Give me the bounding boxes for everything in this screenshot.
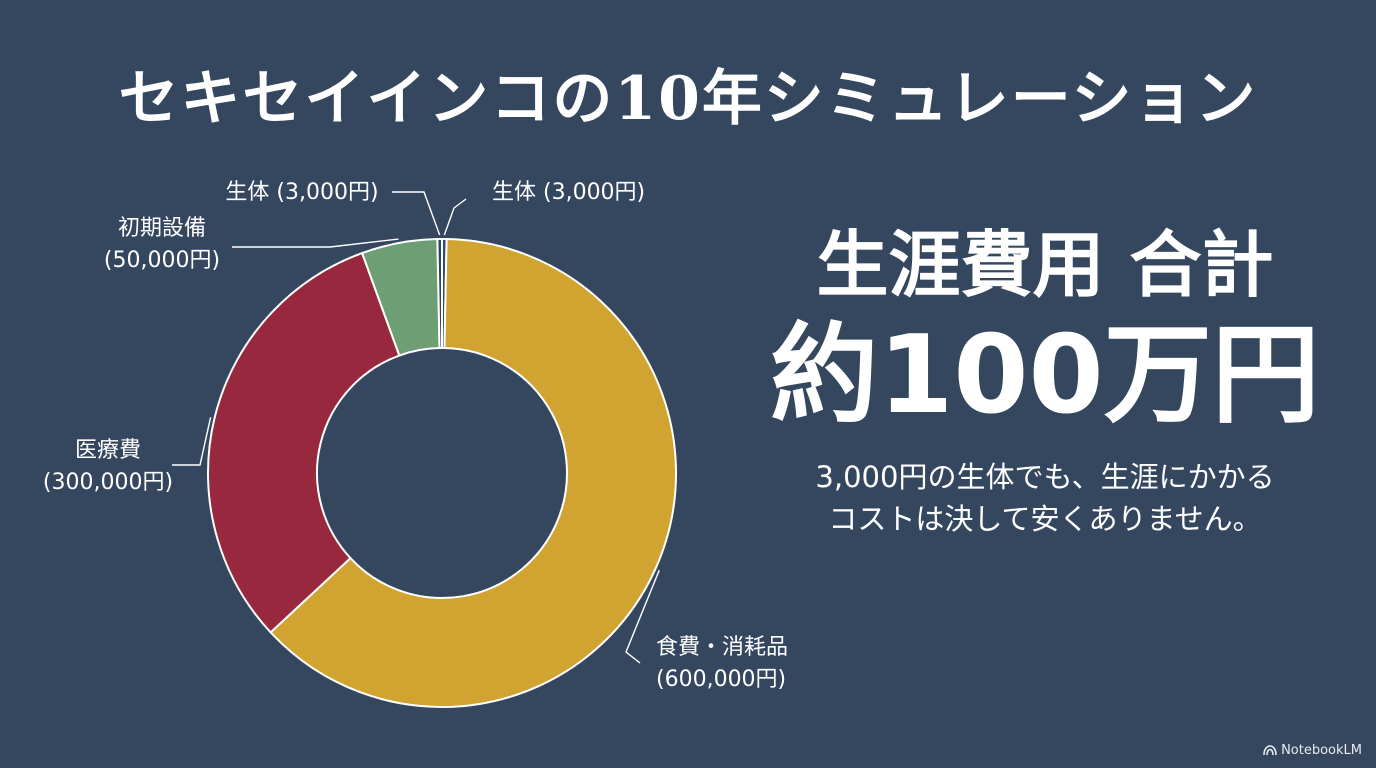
- cost-summary: 生涯費用 合計 約100万円 3,000円の生体でも、生涯にかかる コストは決し…: [760, 222, 1330, 540]
- donut-slice-2: [269, 238, 677, 708]
- slice-label-5: 生体 (3,000円): [225, 180, 378, 205]
- summary-total-amount: 約100万円: [770, 313, 1320, 439]
- donut-slice-3: [207, 251, 401, 634]
- slice-labels: 生体 (3,000円) 食費・消耗品(600,000円) 医療費(300,000円)…: [43, 180, 788, 692]
- summary-note-line-2: コストは決して安くありません。: [828, 501, 1262, 536]
- leader-line-5: [392, 191, 441, 236]
- leader-line-4: [232, 238, 399, 248]
- label-leader-lines: [172, 191, 660, 664]
- leader-line-3: [172, 417, 212, 466]
- donut-slice-5: [436, 237, 443, 350]
- summary-heading: 生涯費用 合計: [816, 223, 1274, 307]
- brand-label: NotebookLM: [1281, 743, 1362, 758]
- notebooklm-logo-icon: [1263, 745, 1277, 756]
- leader-line-1: [443, 198, 467, 236]
- slide-title: セキセイインコの10年シミュレーション: [118, 64, 1258, 134]
- summary-note-line-1: 3,000円の生体でも、生涯にかかる: [815, 460, 1275, 495]
- slice-label-4: 初期設備(50,000円): [104, 216, 220, 273]
- slice-label-1: 生体 (3,000円): [492, 180, 645, 205]
- donut-slices: [207, 237, 677, 708]
- summary-note: 3,000円の生体でも、生涯にかかる コストは決して安くありません。: [760, 457, 1330, 539]
- slice-label-2: 食費・消耗品(600,000円): [656, 635, 788, 692]
- slice-label-3: 医療費(300,000円): [43, 438, 173, 495]
- leader-line-2: [625, 569, 660, 664]
- notebooklm-brand: NotebookLM: [1263, 743, 1362, 758]
